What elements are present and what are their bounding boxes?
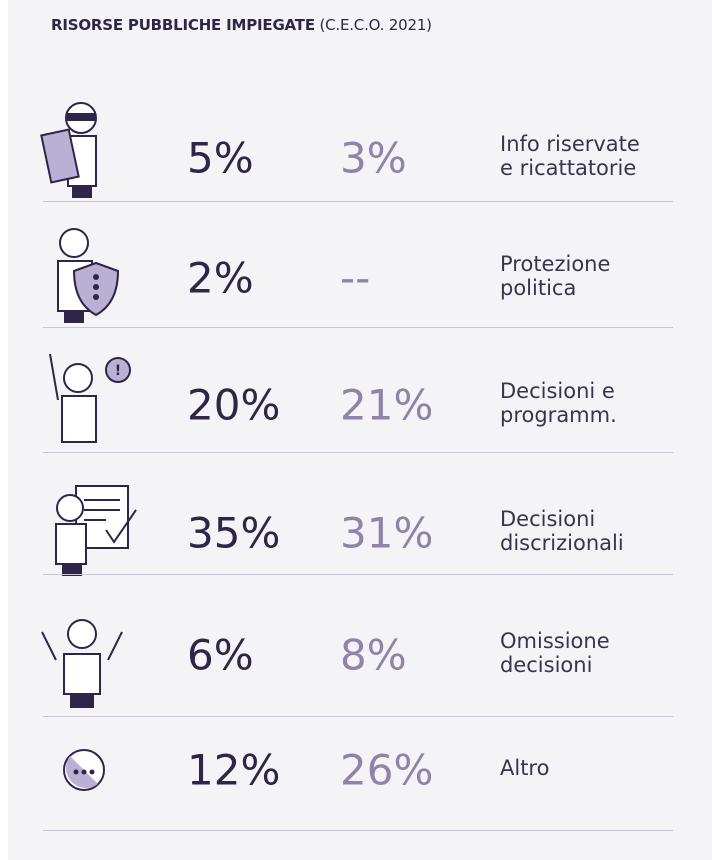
label-line: Decisioni e: [500, 379, 615, 403]
label-line: discrizionali: [500, 531, 624, 555]
value-previous: 8%: [340, 630, 407, 680]
value-current: 6%: [187, 630, 254, 680]
label-line: Protezione: [500, 252, 611, 276]
label-line: programm.: [500, 403, 617, 427]
value-previous: 21%: [340, 380, 434, 430]
value-previous: 26%: [340, 745, 434, 795]
label-line: decisioni: [500, 653, 593, 677]
value-previous: 31%: [340, 508, 434, 558]
separator: [43, 830, 673, 831]
row-label: Decisioni e programm.: [500, 379, 617, 427]
value-previous: 3%: [340, 133, 407, 183]
value-previous: --: [340, 253, 371, 303]
icon-shrug: [41, 619, 123, 708]
separator: [43, 201, 673, 202]
label-line: e ricattatorie: [500, 156, 637, 180]
icon-shield: [57, 228, 120, 323]
separator: [43, 327, 673, 328]
subtitle: (C.E.C.O. 2021): [319, 16, 432, 34]
icon-document: [55, 485, 137, 576]
label-line: Decisioni: [500, 507, 596, 531]
separator: [43, 574, 673, 575]
row-label: Decisioni discrizionali: [500, 507, 624, 555]
value-current: 20%: [187, 380, 281, 430]
separator: [43, 716, 673, 717]
label-line: Omissione: [500, 629, 610, 653]
value-current: 5%: [187, 133, 254, 183]
row-label: Protezione politica: [500, 252, 610, 300]
svg-text:!: !: [115, 363, 121, 379]
value-current: 12%: [187, 745, 281, 795]
label-line: politica: [500, 276, 577, 300]
icon-other: [63, 749, 105, 791]
row-label: Altro: [500, 756, 549, 780]
title-bold: RISORSE PUBBLICHE IMPIEGATE: [51, 16, 315, 34]
icon-spy: [40, 102, 97, 198]
row-label: Info riservate e ricattatorie: [500, 132, 640, 180]
separator: [43, 452, 673, 453]
title: RISORSE PUBBLICHE IMPIEGATE (C.E.C.O. 20…: [51, 16, 432, 34]
value-current: 2%: [187, 253, 254, 303]
label-line: Altro: [500, 756, 550, 780]
value-current: 35%: [187, 508, 281, 558]
row-label: Omissione decisioni: [500, 629, 610, 677]
icon-raise: !: [49, 353, 131, 443]
label-line: Info riservate: [500, 132, 640, 156]
